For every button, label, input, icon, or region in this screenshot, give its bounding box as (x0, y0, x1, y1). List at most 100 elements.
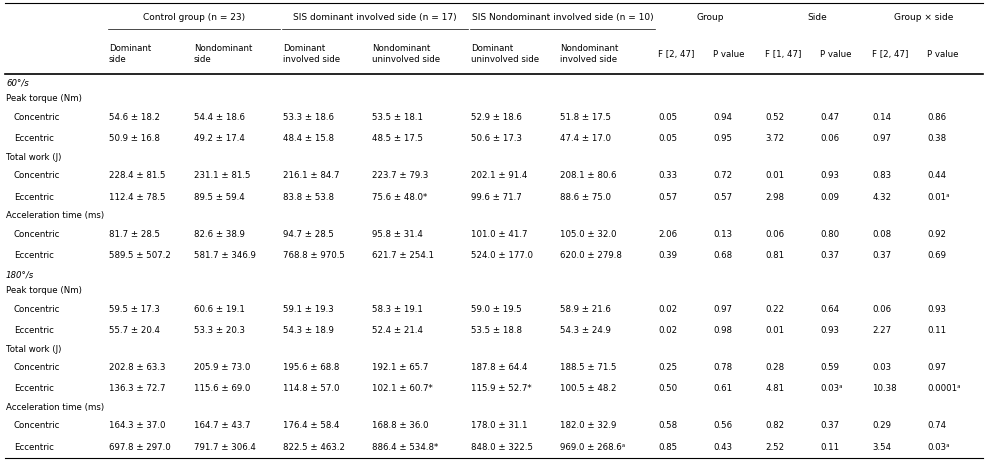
Text: 180°/s: 180°/s (6, 270, 35, 279)
Text: 53.3 ± 20.3: 53.3 ± 20.3 (194, 326, 245, 335)
Text: 50.9 ± 16.8: 50.9 ± 16.8 (108, 134, 160, 143)
Text: 95.8 ± 31.4: 95.8 ± 31.4 (372, 230, 423, 239)
Text: 52.9 ± 18.6: 52.9 ± 18.6 (470, 113, 522, 122)
Text: 0.82: 0.82 (765, 421, 785, 430)
Text: Peak torque (Nm): Peak torque (Nm) (6, 94, 82, 103)
Text: Concentric: Concentric (14, 171, 60, 180)
Text: 48.4 ± 15.8: 48.4 ± 15.8 (283, 134, 334, 143)
Text: 115.6 ± 69.0: 115.6 ± 69.0 (194, 385, 250, 393)
Text: Dominant
uninvolved side: Dominant uninvolved side (470, 44, 538, 64)
Text: 0.61: 0.61 (713, 385, 733, 393)
Text: 0.93: 0.93 (820, 171, 839, 180)
Text: 2.98: 2.98 (765, 193, 784, 202)
Text: 2.52: 2.52 (765, 443, 785, 452)
Text: 0.93: 0.93 (820, 326, 839, 335)
Text: F [1, 47]: F [1, 47] (765, 50, 802, 59)
Text: 0.81: 0.81 (765, 251, 785, 260)
Text: 4.32: 4.32 (873, 193, 891, 202)
Text: Dominant
involved side: Dominant involved side (283, 44, 340, 64)
Text: 182.0 ± 32.9: 182.0 ± 32.9 (560, 421, 616, 430)
Text: Total work (J): Total work (J) (6, 153, 61, 162)
Text: 216.1 ± 84.7: 216.1 ± 84.7 (283, 171, 339, 180)
Text: 0.80: 0.80 (820, 230, 839, 239)
Text: 0.37: 0.37 (873, 251, 891, 260)
Text: 192.1 ± 65.7: 192.1 ± 65.7 (372, 363, 428, 372)
Text: 4.81: 4.81 (765, 385, 785, 393)
Text: 10.38: 10.38 (873, 385, 897, 393)
Text: 621.7 ± 254.1: 621.7 ± 254.1 (372, 251, 434, 260)
Text: 0.05: 0.05 (659, 113, 677, 122)
Text: 0.01ᵃ: 0.01ᵃ (927, 193, 950, 202)
Text: 791.7 ± 306.4: 791.7 ± 306.4 (194, 443, 255, 452)
Text: 0.03: 0.03 (873, 363, 891, 372)
Text: 223.7 ± 79.3: 223.7 ± 79.3 (372, 171, 428, 180)
Text: 82.6 ± 38.9: 82.6 ± 38.9 (194, 230, 245, 239)
Text: 0.09: 0.09 (820, 193, 839, 202)
Text: 202.8 ± 63.3: 202.8 ± 63.3 (108, 363, 166, 372)
Text: Concentric: Concentric (14, 230, 60, 239)
Text: 697.8 ± 297.0: 697.8 ± 297.0 (108, 443, 171, 452)
Text: 102.1 ± 60.7*: 102.1 ± 60.7* (372, 385, 433, 393)
Text: 51.8 ± 17.5: 51.8 ± 17.5 (560, 113, 610, 122)
Text: 54.4 ± 18.6: 54.4 ± 18.6 (194, 113, 245, 122)
Text: 83.8 ± 53.8: 83.8 ± 53.8 (283, 193, 334, 202)
Text: 60°/s: 60°/s (6, 78, 29, 87)
Text: 0.28: 0.28 (765, 363, 785, 372)
Text: 0.83: 0.83 (873, 171, 891, 180)
Text: 188.5 ± 71.5: 188.5 ± 71.5 (560, 363, 616, 372)
Text: 99.6 ± 71.7: 99.6 ± 71.7 (470, 193, 522, 202)
Text: 178.0 ± 31.1: 178.0 ± 31.1 (470, 421, 528, 430)
Text: 58.3 ± 19.1: 58.3 ± 19.1 (372, 305, 423, 313)
Text: 0.68: 0.68 (713, 251, 733, 260)
Text: 0.95: 0.95 (713, 134, 733, 143)
Text: 81.7 ± 28.5: 81.7 ± 28.5 (108, 230, 160, 239)
Text: 100.5 ± 48.2: 100.5 ± 48.2 (560, 385, 616, 393)
Text: 59.0 ± 19.5: 59.0 ± 19.5 (470, 305, 522, 313)
Text: 0.85: 0.85 (659, 443, 677, 452)
Text: 54.3 ± 18.9: 54.3 ± 18.9 (283, 326, 333, 335)
Text: Acceleration time (ms): Acceleration time (ms) (6, 403, 105, 412)
Text: 231.1 ± 81.5: 231.1 ± 81.5 (194, 171, 250, 180)
Text: 0.56: 0.56 (713, 421, 733, 430)
Text: Eccentric: Eccentric (14, 443, 54, 452)
Text: 0.01: 0.01 (765, 326, 785, 335)
Text: 105.0 ± 32.0: 105.0 ± 32.0 (560, 230, 616, 239)
Text: 0.37: 0.37 (820, 421, 839, 430)
Text: 136.3 ± 72.7: 136.3 ± 72.7 (108, 385, 166, 393)
Text: 54.6 ± 18.2: 54.6 ± 18.2 (108, 113, 160, 122)
Text: 0.11: 0.11 (927, 326, 947, 335)
Text: 0.92: 0.92 (927, 230, 946, 239)
Text: 0.06: 0.06 (873, 305, 891, 313)
Text: 0.97: 0.97 (927, 363, 946, 372)
Text: 205.9 ± 73.0: 205.9 ± 73.0 (194, 363, 250, 372)
Text: 0.97: 0.97 (713, 305, 733, 313)
Text: 50.6 ± 17.3: 50.6 ± 17.3 (470, 134, 522, 143)
Text: 0.86: 0.86 (927, 113, 947, 122)
Text: Control group (n = 23): Control group (n = 23) (143, 13, 245, 22)
Text: 0.58: 0.58 (659, 421, 677, 430)
Text: 0.29: 0.29 (873, 421, 891, 430)
Text: Eccentric: Eccentric (14, 385, 54, 393)
Text: 0.50: 0.50 (659, 385, 677, 393)
Text: 88.6 ± 75.0: 88.6 ± 75.0 (560, 193, 610, 202)
Text: 115.9 ± 52.7*: 115.9 ± 52.7* (470, 385, 531, 393)
Text: 164.3 ± 37.0: 164.3 ± 37.0 (108, 421, 166, 430)
Text: 49.2 ± 17.4: 49.2 ± 17.4 (194, 134, 245, 143)
Text: 0.05: 0.05 (659, 134, 677, 143)
Text: Concentric: Concentric (14, 305, 60, 313)
Text: 0.39: 0.39 (659, 251, 677, 260)
Text: Nondominant
side: Nondominant side (194, 44, 252, 64)
Text: 89.5 ± 59.4: 89.5 ± 59.4 (194, 193, 245, 202)
Text: 3.72: 3.72 (765, 134, 785, 143)
Text: 112.4 ± 78.5: 112.4 ± 78.5 (108, 193, 166, 202)
Text: 0.37: 0.37 (820, 251, 839, 260)
Text: 75.6 ± 48.0*: 75.6 ± 48.0* (372, 193, 427, 202)
Text: 0.57: 0.57 (659, 193, 677, 202)
Text: 55.7 ± 20.4: 55.7 ± 20.4 (108, 326, 160, 335)
Text: 0.13: 0.13 (713, 230, 733, 239)
Text: 58.9 ± 21.6: 58.9 ± 21.6 (560, 305, 610, 313)
Text: 3.54: 3.54 (873, 443, 891, 452)
Text: 524.0 ± 177.0: 524.0 ± 177.0 (470, 251, 532, 260)
Text: 208.1 ± 80.6: 208.1 ± 80.6 (560, 171, 616, 180)
Text: 0.57: 0.57 (713, 193, 733, 202)
